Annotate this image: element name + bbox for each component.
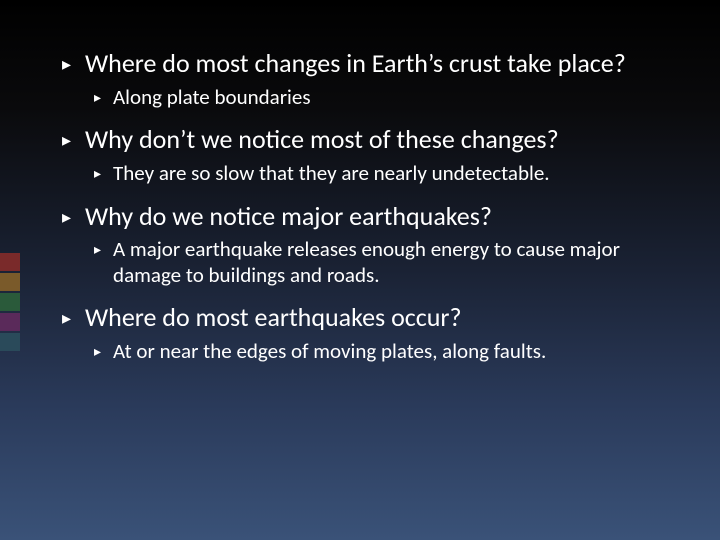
- bullet-icon: ▸: [94, 343, 101, 360]
- bullet-icon: ▸: [62, 206, 71, 228]
- accent-bar-3: [0, 313, 20, 331]
- accent-bar-1: [0, 273, 20, 291]
- question-text: Why don’t we notice most of these change…: [85, 124, 559, 155]
- slide-content: ▸ Where do most changes in Earth’s crust…: [0, 0, 720, 365]
- list-item: ▸ They are so slow that they are nearly …: [94, 161, 680, 187]
- list-item: ▸ A major earthquake releases enough ene…: [94, 237, 680, 288]
- list-item: ▸ Where do most earthquakes occur?: [62, 302, 680, 333]
- list-item: ▸ Where do most changes in Earth’s crust…: [62, 48, 680, 79]
- bullet-icon: ▸: [94, 241, 101, 258]
- question-text: Why do we notice major earthquakes?: [85, 201, 492, 232]
- bullet-icon: ▸: [62, 129, 71, 151]
- bullet-icon: ▸: [94, 165, 101, 182]
- answer-text: A major earthquake releases enough energ…: [113, 237, 680, 288]
- accent-bar-2: [0, 293, 20, 311]
- bullet-icon: ▸: [62, 53, 71, 75]
- accent-bar-4: [0, 333, 20, 351]
- list-item: ▸ Why do we notice major earthquakes?: [62, 201, 680, 232]
- answer-text: At or near the edges of moving plates, a…: [113, 339, 546, 365]
- bullet-icon: ▸: [62, 307, 71, 329]
- question-text: Where do most changes in Earth’s crust t…: [85, 48, 626, 79]
- answer-text: They are so slow that they are nearly un…: [113, 161, 550, 187]
- answer-text: Along plate boundaries: [113, 85, 311, 111]
- list-item: ▸ Why don’t we notice most of these chan…: [62, 124, 680, 155]
- list-item: ▸ At or near the edges of moving plates,…: [94, 339, 680, 365]
- question-text: Where do most earthquakes occur?: [85, 302, 462, 333]
- bullet-icon: ▸: [94, 89, 101, 106]
- list-item: ▸ Along plate boundaries: [94, 85, 680, 111]
- accent-bar-0: [0, 253, 20, 271]
- accent-bars: [0, 253, 20, 353]
